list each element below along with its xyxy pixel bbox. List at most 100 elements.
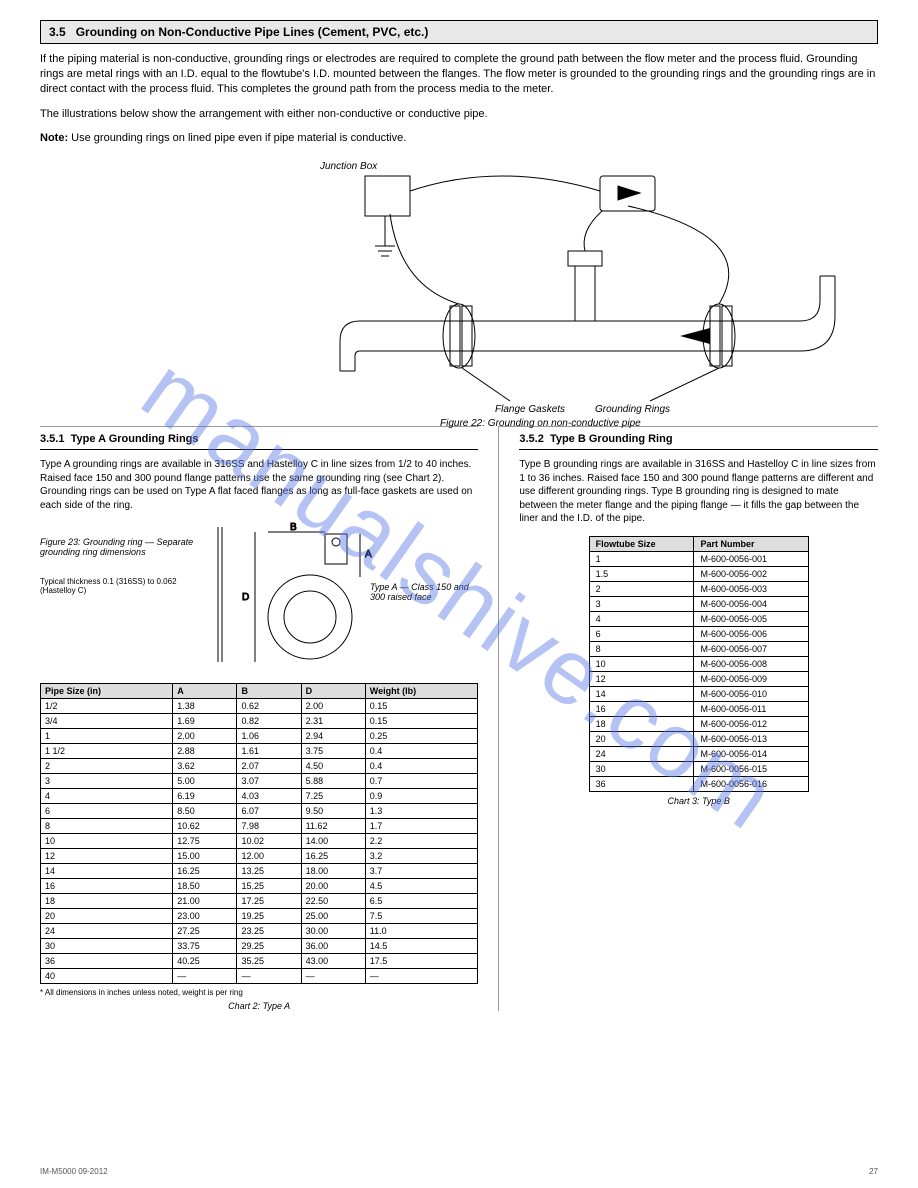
fig23-caption-left: Figure 23: Grounding ring — Separate gro… — [40, 537, 205, 557]
table-cell: 12 — [41, 849, 173, 864]
table-cell: M-600-0056-001 — [694, 551, 808, 566]
table-cell: 33.75 — [173, 939, 237, 954]
table-cell: 1 1/2 — [41, 744, 173, 759]
table-header-cell: Pipe Size (in) — [41, 684, 173, 699]
table-cell: M-600-0056-014 — [694, 746, 808, 761]
table-cell: — — [173, 969, 237, 984]
table-cell: 4.03 — [237, 789, 301, 804]
table-cell: 2 — [589, 581, 694, 596]
table-cell: M-600-0056-016 — [694, 776, 808, 791]
table-cell: 2.31 — [301, 714, 365, 729]
table-cell: 24 — [41, 924, 173, 939]
figure-main: Junction Box Flange Gaskets Grounding Ri… — [40, 156, 878, 426]
table-cell: 3.75 — [301, 744, 365, 759]
right-title: Type B Grounding Ring — [550, 433, 673, 445]
table-row: 10M-600-0056-008 — [589, 656, 808, 671]
table-cell: 40 — [41, 969, 173, 984]
table-cell: 9.50 — [301, 804, 365, 819]
table-cell: 0.15 — [365, 699, 478, 714]
type-b-table: Flowtube SizePart Number 1M-600-0056-001… — [589, 536, 809, 792]
svg-text:D: D — [242, 592, 249, 603]
table-cell: 16 — [589, 701, 694, 716]
table-cell: 35.25 — [237, 954, 301, 969]
table-row: 2M-600-0056-003 — [589, 581, 808, 596]
table-cell: 20.00 — [301, 879, 365, 894]
table-cell: 0.4 — [365, 759, 478, 774]
table-row: 23.622.074.500.4 — [41, 759, 478, 774]
table-row: 4M-600-0056-005 — [589, 611, 808, 626]
table-cell: 16.25 — [173, 864, 237, 879]
table-row: 36M-600-0056-016 — [589, 776, 808, 791]
left-subsection-title: 3.5.1 Type A Grounding Rings — [40, 433, 478, 445]
table-cell: 24 — [589, 746, 694, 761]
table-cell: 0.7 — [365, 774, 478, 789]
table-cell: 6.19 — [173, 789, 237, 804]
table-row: 8M-600-0056-007 — [589, 641, 808, 656]
table-cell: 14 — [589, 686, 694, 701]
table-row: 6M-600-0056-006 — [589, 626, 808, 641]
table-cell: 8 — [589, 641, 694, 656]
table-cell: 2.00 — [301, 699, 365, 714]
table-cell: — — [365, 969, 478, 984]
table-cell: 5.00 — [173, 774, 237, 789]
table-cell: 21.00 — [173, 894, 237, 909]
table-cell: 0.62 — [237, 699, 301, 714]
table-cell: 1.5 — [589, 566, 694, 581]
table-row: 14M-600-0056-010 — [589, 686, 808, 701]
table-header-cell: Flowtube Size — [589, 536, 694, 551]
table-cell: 3 — [589, 596, 694, 611]
intro-note: Note: Use grounding rings on lined pipe … — [40, 131, 878, 146]
table-cell: 22.50 — [301, 894, 365, 909]
table-row: 3640.2535.2543.0017.5 — [41, 954, 478, 969]
table-cell: 1.3 — [365, 804, 478, 819]
table-cell: 0.15 — [365, 714, 478, 729]
table-row: 16M-600-0056-011 — [589, 701, 808, 716]
table-cell: 10 — [41, 834, 173, 849]
table-cell: 17.25 — [237, 894, 301, 909]
table-cell: 10.02 — [237, 834, 301, 849]
table-cell: 19.25 — [237, 909, 301, 924]
table-cell: 2.94 — [301, 729, 365, 744]
note-body: Use grounding rings on lined pipe even i… — [71, 132, 406, 144]
type-a-table: Pipe Size (in)ABDWeight (lb) 1/21.380.62… — [40, 683, 478, 984]
table-cell: M-600-0056-008 — [694, 656, 808, 671]
table-cell: 1.38 — [173, 699, 237, 714]
left-column: 3.5.1 Type A Grounding Rings Type A grou… — [40, 426, 478, 1011]
footer-left: IM-M5000 09-2012 — [40, 1167, 108, 1176]
table-cell: 20 — [41, 909, 173, 924]
table-cell: 2.88 — [173, 744, 237, 759]
table-row: 18M-600-0056-012 — [589, 716, 808, 731]
table-cell: 23.00 — [173, 909, 237, 924]
grounding-diagram-svg — [300, 156, 860, 406]
table-row: 24M-600-0056-014 — [589, 746, 808, 761]
table-cell: 36 — [41, 954, 173, 969]
table-cell: M-600-0056-010 — [694, 686, 808, 701]
table-cell: 16.25 — [301, 849, 365, 864]
table-row: 1M-600-0056-001 — [589, 551, 808, 566]
table-cell: 1.61 — [237, 744, 301, 759]
table-cell: M-600-0056-005 — [694, 611, 808, 626]
table-cell: — — [237, 969, 301, 984]
table-header-cell: D — [301, 684, 365, 699]
table-row: 12.001.062.940.25 — [41, 729, 478, 744]
chart2-caption: Chart 2: Type A — [40, 1001, 478, 1011]
table-cell: 15.00 — [173, 849, 237, 864]
table-cell: M-600-0056-009 — [694, 671, 808, 686]
table-row: 1/21.380.622.000.15 — [41, 699, 478, 714]
table-cell: 14 — [41, 864, 173, 879]
table-cell: 0.25 — [365, 729, 478, 744]
table-cell: 2.00 — [173, 729, 237, 744]
table-cell: 43.00 — [301, 954, 365, 969]
table-cell: 30 — [41, 939, 173, 954]
chart3-caption: Chart 3: Type B — [589, 796, 809, 806]
note-label: Note: — [40, 132, 68, 144]
table-cell: M-600-0056-011 — [694, 701, 808, 716]
right-title-num: 3.5.2 — [519, 433, 543, 445]
table-cell: M-600-0056-006 — [694, 626, 808, 641]
table-cell: 27.25 — [173, 924, 237, 939]
table-header-cell: Weight (lb) — [365, 684, 478, 699]
section-header: 3.5 Grounding on Non-Conductive Pipe Lin… — [40, 20, 878, 44]
table-cell: 3.2 — [365, 849, 478, 864]
left-title-num: 3.5.1 — [40, 433, 64, 445]
table-header-cell: Part Number — [694, 536, 808, 551]
